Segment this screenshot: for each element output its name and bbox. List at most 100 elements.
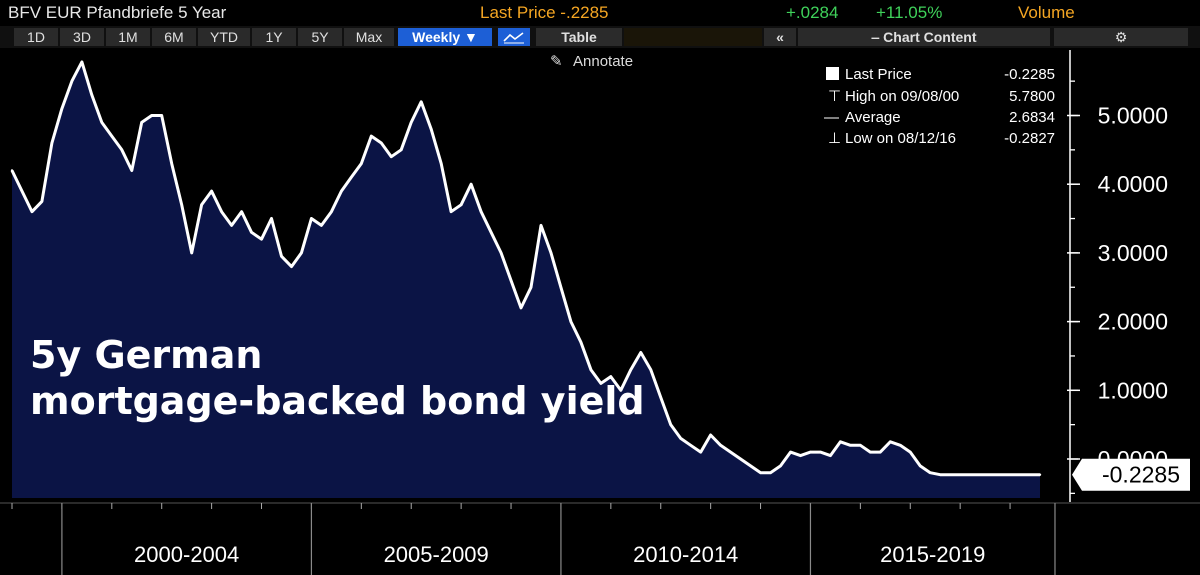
- data-point: [300, 251, 303, 255]
- data-point: [819, 450, 822, 454]
- chart-content-button[interactable]: ‒ Chart Content: [798, 28, 1050, 46]
- chart-content-label: ‒ Chart Content: [871, 29, 977, 45]
- data-point: [988, 473, 992, 476]
- legend-high-label: High on 09/08/00: [845, 88, 959, 105]
- data-point: [130, 169, 133, 172]
- range-ytd-button[interactable]: YTD: [198, 28, 250, 46]
- collapse-chevron-icon[interactable]: «: [764, 28, 796, 46]
- data-point: [170, 162, 173, 165]
- settings-button[interactable]: ⚙: [1054, 28, 1188, 46]
- legend-last-value: -0.2285: [1004, 66, 1055, 83]
- data-point: [619, 389, 622, 392]
- data-point: [649, 368, 652, 371]
- legend-avg-label: Average: [845, 109, 901, 126]
- net-change: +.0284: [786, 3, 839, 22]
- range-6m-button[interactable]: 6M: [152, 28, 196, 46]
- data-point: [709, 433, 712, 437]
- data-point: [290, 265, 293, 268]
- data-point: [120, 148, 124, 151]
- data-point: [280, 255, 283, 258]
- line-chart-button[interactable]: [498, 28, 530, 46]
- data-point: [430, 128, 433, 131]
- data-point: [449, 210, 453, 213]
- data-point: [70, 79, 74, 83]
- data-point: [978, 473, 982, 476]
- low-marker-icon: ⊥: [828, 130, 841, 147]
- data-point: [639, 351, 642, 354]
- y-tick-label: 5.0000: [1098, 103, 1168, 129]
- data-point: [959, 473, 962, 476]
- percent-change: +11.05%: [876, 3, 943, 22]
- data-point: [479, 210, 483, 213]
- title-bar: BFV EUR Pfandbriefe 5 Year Last Price -.…: [0, 0, 1200, 26]
- data-point: [689, 444, 692, 447]
- data-point: [390, 155, 393, 158]
- range-3d-button[interactable]: 3D: [60, 28, 104, 46]
- data-point: [180, 203, 183, 206]
- gear-icon: ⚙: [1114, 29, 1128, 45]
- data-point: [669, 423, 672, 426]
- frequency-dropdown[interactable]: Weekly ▼: [398, 28, 492, 46]
- data-point: [549, 251, 553, 255]
- data-point: [579, 341, 583, 344]
- data-point: [420, 100, 423, 104]
- range-max-button[interactable]: Max: [344, 28, 394, 46]
- data-point: [150, 114, 153, 117]
- legend-low-value: -0.2827: [1004, 130, 1055, 147]
- data-point: [380, 141, 383, 145]
- data-point: [869, 450, 872, 454]
- volume-label: Volume: [1018, 3, 1075, 22]
- data-point: [968, 473, 972, 476]
- data-point: [849, 444, 852, 447]
- data-point: [679, 437, 682, 440]
- data-point: [998, 473, 1002, 476]
- data-point: [949, 473, 952, 476]
- data-point: [1038, 473, 1042, 476]
- legend-last-label: Last Price: [845, 66, 912, 83]
- line-chart-icon: [503, 32, 524, 44]
- data-point: [320, 224, 323, 227]
- data-point: [100, 121, 104, 124]
- data-point: [20, 189, 24, 193]
- data-point: [230, 224, 233, 227]
- data-point: [889, 440, 892, 443]
- data-point: [939, 473, 942, 476]
- data-point: [759, 471, 762, 474]
- data-point: [799, 454, 802, 457]
- chart-toolbar: 1D 3D 1M 6M YTD 1Y 5Y Max Weekly ▼ Table…: [0, 26, 1200, 48]
- series-area-fill: [12, 61, 1040, 499]
- range-1m-button[interactable]: 1M: [106, 28, 150, 46]
- data-point: [829, 454, 832, 457]
- data-point: [469, 183, 473, 186]
- overlay-caption-line-2: mortgage-backed bond yield: [30, 379, 645, 423]
- annotate-control[interactable]: ✎ Annotate: [550, 53, 633, 70]
- range-1d-button[interactable]: 1D: [14, 28, 58, 46]
- data-point: [140, 121, 143, 124]
- data-point: [879, 450, 882, 454]
- range-1y-button[interactable]: 1Y: [252, 28, 296, 46]
- data-point: [789, 450, 792, 454]
- data-point: [839, 440, 842, 443]
- data-point: [210, 189, 213, 193]
- table-button[interactable]: Table: [536, 28, 622, 46]
- data-point: [569, 320, 573, 323]
- x-period-label: 2010-2014: [633, 542, 738, 567]
- y-tick-label: 1.0000: [1098, 377, 1168, 403]
- data-point: [50, 141, 54, 145]
- data-point: [1008, 473, 1012, 476]
- data-point: [350, 176, 353, 179]
- legend: Last Price -0.2285 ⊤ High on 09/08/00 5.…: [824, 66, 1055, 147]
- range-5y-button[interactable]: 5Y: [298, 28, 342, 46]
- chart-area-layer: [10, 60, 1042, 499]
- data-point: [529, 286, 533, 289]
- data-point: [200, 203, 203, 206]
- data-point: [729, 450, 732, 454]
- data-point: [539, 224, 543, 227]
- legend-avg-value: 2.6834: [1009, 109, 1055, 126]
- data-point: [699, 450, 702, 454]
- data-point: [1028, 473, 1032, 476]
- data-point: [919, 464, 922, 468]
- data-point: [240, 210, 243, 213]
- toolbar-input[interactable]: [624, 28, 762, 46]
- legend-high-value: 5.7800: [1009, 88, 1055, 105]
